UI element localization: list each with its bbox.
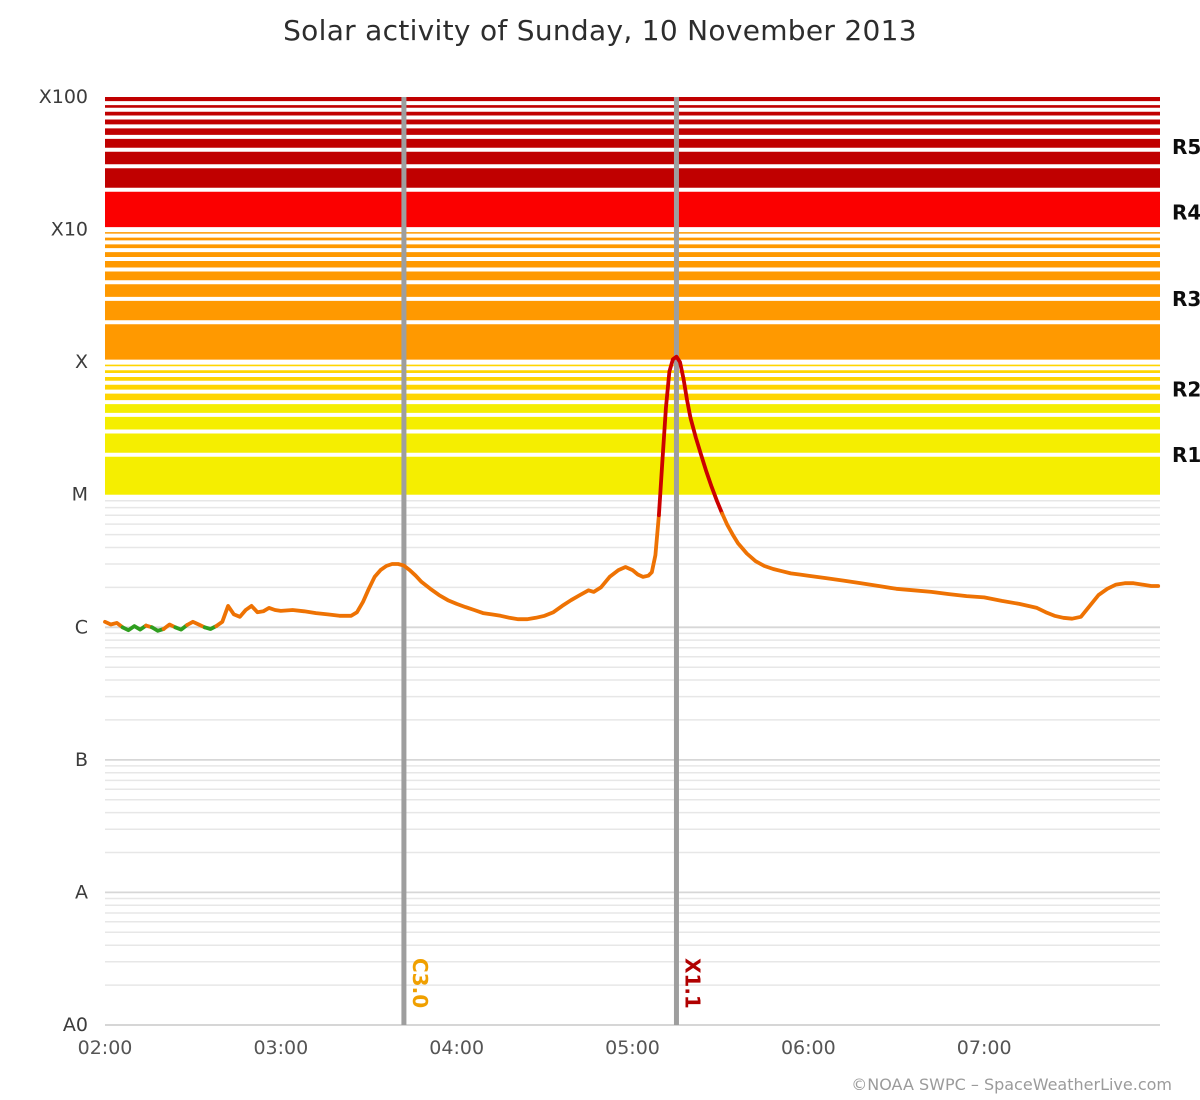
x-axis-label-0300: 03:00 bbox=[253, 1037, 308, 1059]
copyright-credit: ©NOAA SWPC – SpaceWeatherLive.com bbox=[851, 1075, 1172, 1094]
x-axis-label-0400: 04:00 bbox=[429, 1037, 484, 1059]
r-scale-label-r3: R3 bbox=[1172, 287, 1200, 311]
flux-series-segment-high bbox=[657, 354, 725, 518]
y-axis-label-b: B bbox=[75, 749, 88, 771]
flux-series-segment-mid bbox=[103, 619, 125, 630]
radio-blackout-band-r5 bbox=[105, 97, 1160, 190]
flux-series-segment-low bbox=[173, 623, 189, 632]
flux-series-segment-mid bbox=[720, 511, 1161, 621]
r-scale-label-r5: R5 bbox=[1172, 135, 1200, 159]
radio-blackout-band-r4 bbox=[105, 189, 1160, 230]
y-axis-label-m: M bbox=[72, 484, 88, 506]
event-label-x1-1: X1.1 bbox=[680, 958, 704, 1009]
y-axis-label-x100: X100 bbox=[39, 86, 88, 108]
y-axis-label-c: C bbox=[75, 616, 88, 638]
event-label-c3-0: C3.0 bbox=[408, 958, 432, 1008]
x-axis-label-0500: 05:00 bbox=[605, 1037, 660, 1059]
radio-blackout-band-r1 bbox=[105, 402, 1160, 495]
flux-series-segment-low bbox=[150, 625, 166, 633]
x-axis-label-0200: 02:00 bbox=[78, 1037, 133, 1059]
y-axis-label-x10: X10 bbox=[51, 219, 88, 241]
y-axis-label-a: A bbox=[75, 881, 88, 903]
y-axis-label-x: X bbox=[75, 351, 88, 373]
r-scale-label-r2: R2 bbox=[1172, 378, 1200, 402]
flux-series-segment-low bbox=[202, 624, 219, 631]
flux-series-segment-mid bbox=[185, 619, 207, 630]
flux-series-segment-mid bbox=[161, 622, 178, 631]
x-axis-label-0600: 06:00 bbox=[781, 1037, 836, 1059]
r-scale-label-r1: R1 bbox=[1172, 443, 1200, 467]
y-axis-label-a0: A0 bbox=[63, 1014, 88, 1036]
page-title: Solar activity of Sunday, 10 November 20… bbox=[283, 14, 917, 47]
x-axis-label-0700: 07:00 bbox=[957, 1037, 1012, 1059]
flux-series-segment-low bbox=[120, 623, 148, 633]
flux-series-segment-mid bbox=[214, 513, 661, 628]
r-scale-label-r4: R4 bbox=[1172, 200, 1200, 224]
